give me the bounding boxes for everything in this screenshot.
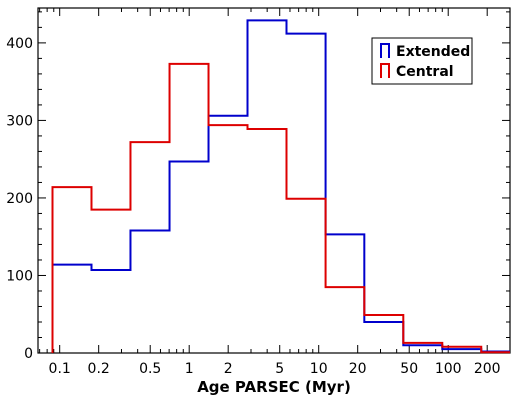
legend: Extended Central [371, 37, 473, 85]
x-tick-label: 0.1 [49, 361, 71, 377]
plot-frame [37, 7, 511, 354]
y-tick-label: 400 [6, 36, 33, 52]
y-tick-label: 300 [6, 113, 33, 129]
series-central-step [51, 62, 510, 354]
x-tick-label: 2 [224, 361, 233, 377]
x-tick-label: 50 [400, 361, 418, 377]
x-tick-label: 0.5 [139, 361, 161, 377]
x-tick-label: 10 [310, 361, 328, 377]
x-tick-label: 1 [185, 361, 194, 377]
y-tick-label: 200 [6, 191, 33, 207]
x-tick-label: 20 [349, 361, 367, 377]
series-layer [51, 19, 510, 354]
y-tick-label: 100 [6, 268, 33, 284]
x-tick-label: 5 [275, 361, 284, 377]
legend-symbol [380, 43, 390, 58]
x-axis: 0.1 0.2 0.5 1 2 5 10 20 50 100 200 [39, 8, 511, 377]
x-axis-label: Age PARSEC (Myr) [197, 378, 351, 396]
y-axis: 0 100 200 300 400 [6, 11, 510, 362]
legend-label: Central [396, 64, 454, 80]
legend-label: Extended [396, 44, 470, 60]
x-tick-label: 100 [435, 361, 462, 377]
x-tick-label: 200 [474, 361, 501, 377]
x-tick-label: 0.2 [88, 361, 110, 377]
y-tick-label: 0 [24, 346, 33, 362]
legend-symbol [380, 63, 390, 78]
